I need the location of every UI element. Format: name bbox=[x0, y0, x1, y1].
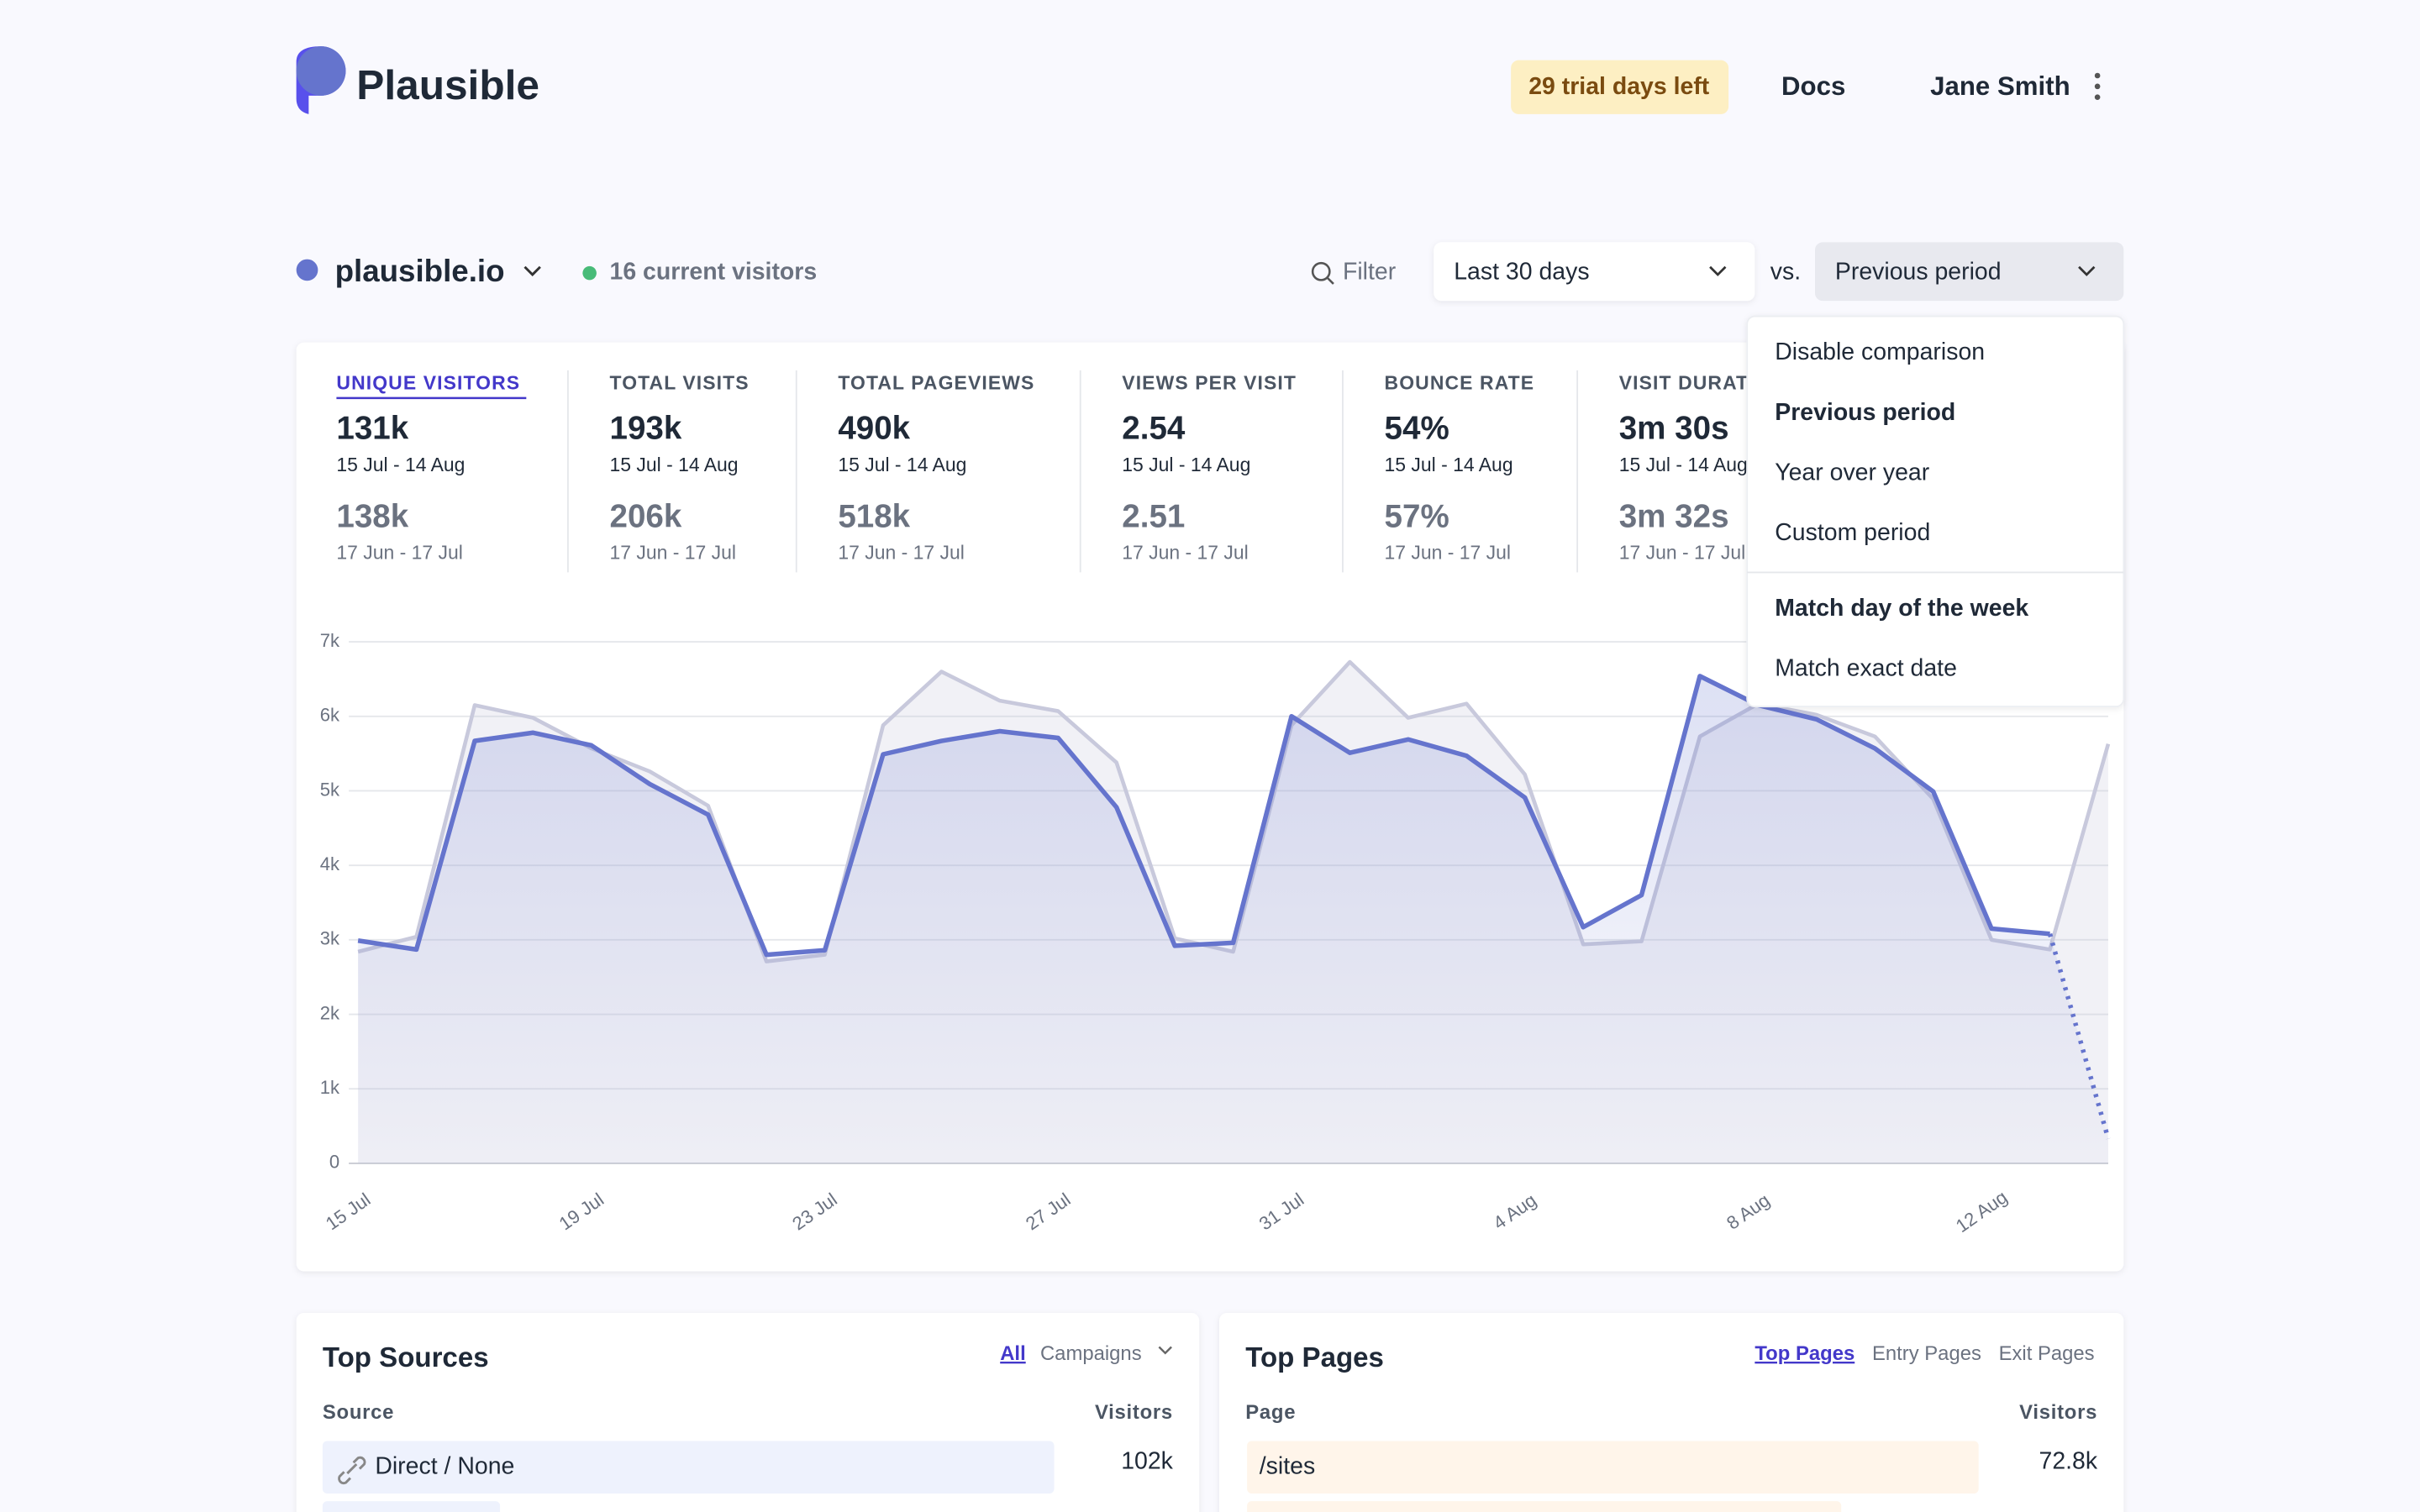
vs-label: vs. bbox=[1770, 259, 1801, 286]
metric-range: 15 Jul - 14 Aug bbox=[1619, 454, 1748, 475]
filter-button[interactable]: Filter bbox=[1343, 259, 1396, 286]
metric-label[interactable]: TOTAL VISITS bbox=[610, 371, 750, 393]
card-tab[interactable]: All bbox=[1000, 1342, 1025, 1365]
period-label[interactable]: Last 30 days bbox=[1454, 259, 1589, 286]
menu-item[interactable]: Disable comparison bbox=[1775, 339, 1985, 365]
metric-value: 490k bbox=[838, 411, 910, 447]
row-name[interactable]: /sites bbox=[1260, 1452, 1315, 1479]
live-dot bbox=[582, 265, 597, 281]
metric-value: 193k bbox=[610, 411, 682, 447]
metric-prev-value: 138k bbox=[336, 498, 408, 534]
column-header: Source bbox=[323, 1401, 394, 1424]
source-bar bbox=[322, 1501, 501, 1512]
card-title: Top Sources bbox=[323, 1342, 489, 1373]
metric-range: 15 Jul - 14 Aug bbox=[336, 454, 465, 475]
site-chevron[interactable] bbox=[523, 265, 541, 277]
y-tick-label: 0 bbox=[329, 1152, 339, 1173]
card-tab[interactable]: Top Pages bbox=[1754, 1342, 1854, 1365]
metric-prev-value: 518k bbox=[838, 498, 910, 534]
metric-value: 3m 30s bbox=[1619, 411, 1729, 447]
period-chevron bbox=[1709, 265, 1727, 276]
metric-prev-value: 57% bbox=[1385, 498, 1449, 534]
y-tick-label: 6k bbox=[320, 705, 340, 726]
menu-item[interactable]: Match day of the week bbox=[1775, 595, 2028, 622]
card-title: Top Pages bbox=[1245, 1342, 1384, 1373]
metric-value: 54% bbox=[1385, 411, 1449, 447]
user-menu-dots[interactable] bbox=[2094, 72, 2101, 101]
trial-badge[interactable] bbox=[1511, 60, 1729, 114]
metric-prev-range: 17 Jun - 17 Jul bbox=[610, 541, 736, 563]
menu-item[interactable]: Previous period bbox=[1775, 399, 1955, 426]
menu-item[interactable]: Custom period bbox=[1775, 519, 1930, 546]
metric-prev-range: 17 Jun - 17 Jul bbox=[1122, 541, 1248, 563]
row-name[interactable]: Direct / None bbox=[375, 1452, 514, 1479]
card-tab[interactable]: Campaigns bbox=[1040, 1342, 1142, 1365]
y-tick-label: 4k bbox=[320, 853, 340, 874]
campaigns-chevron bbox=[1158, 1346, 1172, 1355]
menu-item[interactable]: Match exact date bbox=[1775, 655, 1957, 682]
brand: Plausible bbox=[356, 61, 539, 108]
metric-value: 131k bbox=[336, 411, 408, 447]
metric-prev-range: 17 Jun - 17 Jul bbox=[336, 541, 462, 563]
page-bar bbox=[1247, 1501, 1842, 1512]
metric-prev-range: 17 Jun - 17 Jul bbox=[1385, 541, 1511, 563]
current-visitors: 16 current visitors bbox=[610, 259, 818, 286]
column-header: Page bbox=[1245, 1401, 1296, 1424]
search-icon[interactable] bbox=[1311, 261, 1334, 285]
column-header: Visitors bbox=[1095, 1401, 1173, 1424]
ui: Plausible 29 trial days left Docs Jane Smit… bbox=[323, 61, 2125, 1479]
line-incomplete bbox=[2047, 932, 2111, 1140]
card-tab[interactable]: Entry Pages bbox=[1872, 1342, 1981, 1365]
comparison-label[interactable]: Previous period bbox=[1835, 259, 2002, 286]
metric-prev-value: 206k bbox=[610, 498, 682, 534]
card-tab[interactable]: Exit Pages bbox=[1999, 1342, 2095, 1365]
comparison-menu bbox=[1746, 315, 2125, 708]
metric-prev-range: 17 Jun - 17 Jul bbox=[1619, 541, 1745, 563]
row-value: 72.8k bbox=[2039, 1448, 2098, 1475]
metric-value: 2.54 bbox=[1122, 411, 1186, 447]
y-tick-label: 1k bbox=[320, 1077, 340, 1098]
source-bar bbox=[322, 1441, 1055, 1494]
comparison-select[interactable] bbox=[1815, 242, 2124, 302]
metric-prev-value: 2.51 bbox=[1122, 498, 1185, 534]
metric-label[interactable]: VIEWS PER VISIT bbox=[1122, 371, 1297, 393]
metric-range: 15 Jul - 14 Aug bbox=[1122, 454, 1250, 475]
user-name[interactable]: Jane Smith bbox=[1930, 71, 2070, 101]
column-header: Visitors bbox=[2019, 1401, 2097, 1424]
line bbox=[357, 674, 2050, 958]
link-icon bbox=[338, 1456, 366, 1485]
menu-item[interactable]: Year over year bbox=[1775, 459, 1929, 486]
metric-prev-range: 17 Jun - 17 Jul bbox=[838, 541, 964, 563]
metric-range: 15 Jul - 14 Aug bbox=[610, 454, 739, 475]
metric-label[interactable]: UNIQUE VISITORS bbox=[336, 371, 520, 393]
y-tick-label: 3k bbox=[320, 928, 340, 949]
metric-label[interactable]: BOUNCE RATE bbox=[1385, 371, 1535, 393]
y-tick-label: 7k bbox=[320, 630, 340, 651]
period-select[interactable] bbox=[1434, 242, 1755, 302]
metric-range: 15 Jul - 14 Aug bbox=[838, 454, 966, 475]
y-tick-label: 2k bbox=[320, 1002, 340, 1023]
row-value: 102k bbox=[1121, 1448, 1173, 1475]
site-domain[interactable]: plausible.io bbox=[335, 254, 505, 288]
y-tick-label: 5k bbox=[320, 779, 340, 800]
trial-text[interactable]: 29 trial days left bbox=[1528, 73, 1710, 100]
site-favicon bbox=[296, 259, 318, 281]
area bbox=[358, 675, 2108, 1163]
page-bar bbox=[1247, 1441, 1979, 1494]
metric-prev-value: 3m 32s bbox=[1619, 498, 1729, 534]
comparison-chevron bbox=[2078, 265, 2096, 276]
metric-label[interactable]: TOTAL PAGEVIEWS bbox=[838, 371, 1034, 393]
metric-range: 15 Jul - 14 Aug bbox=[1385, 454, 1513, 475]
docs-link[interactable]: Docs bbox=[1781, 71, 1845, 101]
